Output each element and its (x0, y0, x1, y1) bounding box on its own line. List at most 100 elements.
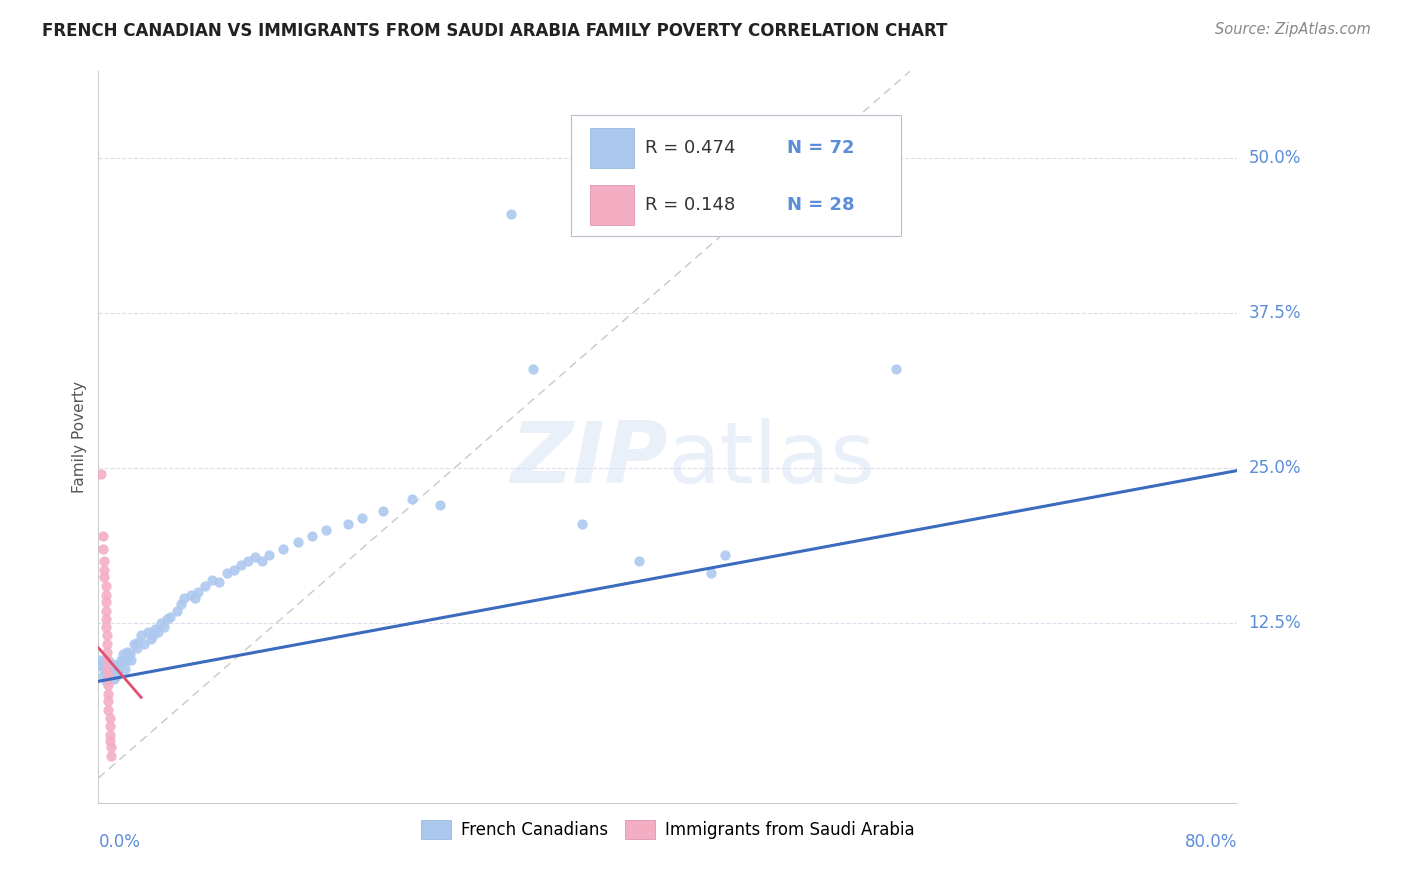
Point (96, 662, 118, 676)
Point (104, 659, 127, 673)
Point (222, 563, 245, 577)
Text: 37.5%: 37.5% (1249, 304, 1301, 322)
Text: N = 28: N = 28 (787, 196, 855, 214)
Point (287, 535, 309, 549)
Point (93, 570, 115, 584)
Point (236, 554, 259, 568)
Point (215, 566, 238, 581)
Point (501, 207, 523, 221)
Point (129, 628, 152, 642)
Point (429, 498, 451, 512)
Point (105, 662, 128, 676)
Point (93, 563, 115, 577)
Point (96, 657, 118, 671)
Point (97, 653, 120, 667)
Text: R = 0.148: R = 0.148 (645, 196, 735, 214)
Text: 50.0%: 50.0% (1249, 149, 1301, 167)
Point (94, 595, 117, 609)
Point (100, 739, 122, 754)
Point (201, 573, 224, 587)
Point (714, 548, 737, 562)
Point (96, 665, 118, 680)
Point (115, 644, 138, 658)
Point (100, 748, 122, 763)
Text: FRENCH CANADIAN VS IMMIGRANTS FROM SAUDI ARABIA FAMILY POVERTY CORRELATION CHART: FRENCH CANADIAN VS IMMIGRANTS FROM SAUDI… (42, 22, 948, 40)
Point (103, 672, 125, 686)
Point (96, 628, 118, 642)
Point (125, 640, 148, 655)
Point (98, 734, 121, 748)
Point (159, 610, 181, 624)
Point (97, 694, 120, 708)
Point (229, 558, 252, 572)
Point (139, 632, 162, 647)
Text: atlas: atlas (668, 417, 876, 500)
Point (112, 653, 135, 667)
Text: 80.0%: 80.0% (1185, 833, 1237, 851)
Point (243, 550, 266, 565)
Point (153, 620, 176, 634)
Text: ZIP: ZIP (510, 417, 668, 500)
Point (98, 662, 121, 676)
Point (94, 588, 117, 602)
Point (107, 665, 129, 680)
Point (350, 510, 373, 524)
Point (148, 624, 170, 639)
Point (94, 579, 117, 593)
Point (111, 647, 134, 661)
Point (336, 516, 359, 531)
Point (100, 665, 122, 680)
Point (94, 612, 117, 626)
Point (571, 516, 593, 531)
Point (273, 541, 295, 556)
Point (104, 669, 127, 683)
Point (96, 637, 118, 651)
Point (187, 585, 209, 599)
Y-axis label: Family Poverty: Family Poverty (72, 381, 87, 493)
Point (96, 653, 118, 667)
Text: 0.0%: 0.0% (98, 833, 141, 851)
Bar (591, 128, 634, 169)
Point (118, 647, 141, 661)
Point (117, 653, 139, 667)
Text: Source: ZipAtlas.com: Source: ZipAtlas.com (1215, 22, 1371, 37)
Point (90, 659, 112, 673)
Point (301, 529, 323, 543)
Point (97, 703, 120, 717)
Point (94, 604, 117, 618)
Point (122, 637, 145, 651)
Point (136, 624, 159, 639)
Point (884, 362, 907, 376)
Point (93, 662, 115, 676)
Point (97, 687, 120, 701)
Point (156, 612, 179, 626)
Point (373, 504, 395, 518)
Bar (591, 185, 634, 225)
Point (97, 672, 120, 686)
Point (110, 653, 132, 667)
Text: 12.5%: 12.5% (1249, 614, 1301, 632)
Point (93, 554, 115, 568)
Point (194, 579, 217, 593)
Point (96, 644, 118, 658)
Point (315, 523, 337, 537)
Point (208, 575, 231, 590)
Point (98, 719, 121, 733)
Point (90, 467, 112, 482)
Point (120, 653, 142, 667)
Point (522, 362, 544, 376)
Point (166, 604, 188, 618)
Point (94, 620, 117, 634)
Point (132, 637, 155, 651)
Point (98, 711, 121, 725)
Text: N = 72: N = 72 (787, 139, 855, 157)
FancyBboxPatch shape (571, 115, 901, 235)
Point (628, 554, 651, 568)
Point (91, 529, 114, 543)
Legend: French Canadians, Immigrants from Saudi Arabia: French Canadians, Immigrants from Saudi … (415, 814, 921, 846)
Point (259, 548, 281, 562)
Point (401, 491, 423, 506)
Point (180, 588, 202, 602)
Point (97, 669, 120, 683)
Text: 25.0%: 25.0% (1249, 459, 1301, 477)
